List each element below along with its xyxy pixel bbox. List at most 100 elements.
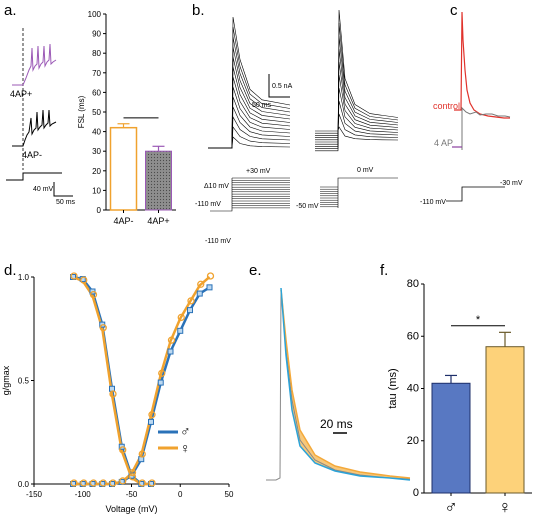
bar-2: [145, 150, 172, 211]
panel-b-right-trace: [315, 22, 399, 149]
panel-e: e. 20 ms: [249, 262, 411, 481]
series-1-point: [157, 379, 164, 386]
panel-b-protocol-left: [210, 177, 290, 212]
y-tick-label: 60: [407, 330, 419, 342]
series-1-point: [196, 290, 203, 297]
panel-b-scalebar-x: 50 ms: [252, 102, 272, 109]
panel-b-right-trace: [315, 35, 399, 147]
panel-d: d. -150 -100 -50 0 50 0.0 0.5 1.0 Voltage (mV) g/…: [1, 262, 234, 514]
series-2-point: [109, 390, 117, 398]
panel-b-scalebar: [268, 74, 290, 98]
category-label: 4AP+: [147, 216, 169, 226]
y-tick-label: 0.5: [18, 377, 30, 386]
panel-c-protocol-label-110: -110 mV: [420, 199, 446, 206]
legend-male-symbol: ♂: [180, 423, 191, 439]
panel-b-protocol-label-30: +30 mV: [246, 168, 271, 175]
panel-c-protocol-label-30: -30 mV: [500, 180, 523, 187]
x-tick-label: 0: [178, 490, 183, 499]
category-label: ♀: [498, 497, 512, 517]
panel-b-traces-right: [315, 9, 399, 152]
series-2-point: [109, 479, 117, 487]
panel-e-grey-trace: [266, 289, 411, 481]
series-2-point: [99, 324, 107, 332]
panel-a-trace-4ap-minus: [12, 109, 57, 147]
panel-d-legend: ♂ ♀: [158, 423, 191, 456]
panel-b-right-trace: [315, 61, 399, 143]
panel-a-letter: a.: [4, 2, 17, 19]
series-2-point: [80, 479, 88, 487]
panel-a-scalebar-y: 40 mV: [33, 186, 54, 193]
panel-e-female-trace: [280, 289, 411, 479]
panel-b-left-trace: [208, 136, 291, 149]
y-tick-label: 80: [407, 278, 419, 290]
series-2-point: [187, 297, 195, 305]
series-1-point: [148, 418, 154, 425]
panel-c: c control 4 AP -30 mV -110 mV: [420, 2, 523, 206]
bar-2: [485, 346, 525, 494]
panel-b-right-trace: [315, 48, 399, 145]
y-tick-label: 20: [407, 435, 419, 447]
y-axis-label: g/gmax: [1, 365, 11, 395]
panel-b-left-trace: [208, 126, 291, 149]
y-axis-label: FSL (ms): [77, 95, 86, 128]
panel-b-left-trace: [208, 106, 291, 149]
panel-b-protocol-right: [320, 177, 398, 208]
series-2-point: [89, 479, 98, 487]
category-label: ♂: [444, 497, 458, 517]
y-tick-label: 0.0: [18, 480, 30, 489]
panel-b-right-trace: [315, 113, 399, 138]
y-axis-label: tau (ms): [387, 368, 399, 408]
panel-c-control-label: control: [433, 101, 460, 111]
series-2-point: [80, 276, 88, 284]
series-2-point: [119, 446, 127, 454]
y-tick-label: 50: [92, 108, 101, 117]
series-1-point: [177, 327, 184, 334]
y-tick-label: 80: [92, 49, 101, 58]
panel-f: f. 0 20 40 60 80 tau (ms) ♂ ♀ *: [380, 262, 532, 517]
y-tick-label: 40: [92, 128, 101, 137]
panel-a: a. 4AP+ 4AP- 40 mV 50 ms 0 10 20 30 40 50 60 70…: [4, 2, 176, 226]
panel-a-stimulus-step: [6, 172, 62, 181]
series-2-point: [99, 479, 107, 487]
series-2-inactivation-line: [72, 275, 151, 486]
panel-b-protocol-label-delta: Δ10 mV: [204, 183, 229, 190]
panel-f-letter: f.: [380, 262, 388, 279]
bar-1: [109, 126, 138, 211]
panel-b-left-trace: [208, 36, 291, 149]
category-label: 4AP-: [113, 216, 133, 226]
panel-d-letter: d.: [4, 262, 17, 279]
series-2-point: [148, 479, 156, 487]
panel-a-label-4ap-minus: 4AP-: [22, 150, 42, 160]
panel-b-traces-left: [208, 16, 291, 149]
series-2-point: [70, 272, 78, 280]
panel-e-letter: e.: [249, 262, 262, 279]
panel-b-protocol-label-0: 0 mV: [357, 167, 374, 174]
y-tick-label: 100: [88, 10, 102, 19]
panel-a-trace-4ap-plus: [12, 43, 57, 86]
series-1-point: [187, 307, 193, 314]
panel-a-bar-chart: 0 10 20 30 40 50 60 70 80 90 100 FSL (ms) 4AP- 4AP+: [77, 10, 176, 226]
panel-b-protocol-label-110b: -110 mV: [205, 238, 231, 245]
significance-label: *: [476, 314, 481, 326]
series-1-point: [206, 284, 213, 291]
bar-1: [431, 382, 471, 494]
x-axis-label: Voltage (mV): [105, 504, 157, 514]
series-2-point: [138, 479, 146, 487]
panel-e-male-trace: [280, 287, 411, 481]
legend-female-symbol: ♀: [180, 440, 191, 456]
panel-b-letter: b.: [192, 2, 205, 19]
y-tick-label: 90: [92, 30, 101, 39]
panel-b-protocol-label-110: -110 mV: [195, 201, 221, 208]
x-tick-label: -50: [126, 490, 138, 499]
series-2-point: [206, 272, 215, 280]
panel-a-scalebar-x: 50 ms: [56, 199, 76, 206]
y-tick-label: 10: [92, 186, 101, 195]
panel-b-right-trace: [315, 74, 399, 141]
panel-f-bar-chart: 0 20 40 60 80 tau (ms) ♂ ♀ *: [387, 278, 532, 517]
series-1-point: [167, 348, 174, 355]
panel-b-protocol-hold: [210, 178, 233, 212]
panel-b: b. 0.5 nA 50 ms +30 mV Δ10 mV -110 mV -1…: [192, 2, 399, 245]
x-tick-label: 50: [225, 490, 234, 499]
y-tick-label: 20: [92, 167, 101, 176]
series-1-point: [79, 276, 86, 283]
